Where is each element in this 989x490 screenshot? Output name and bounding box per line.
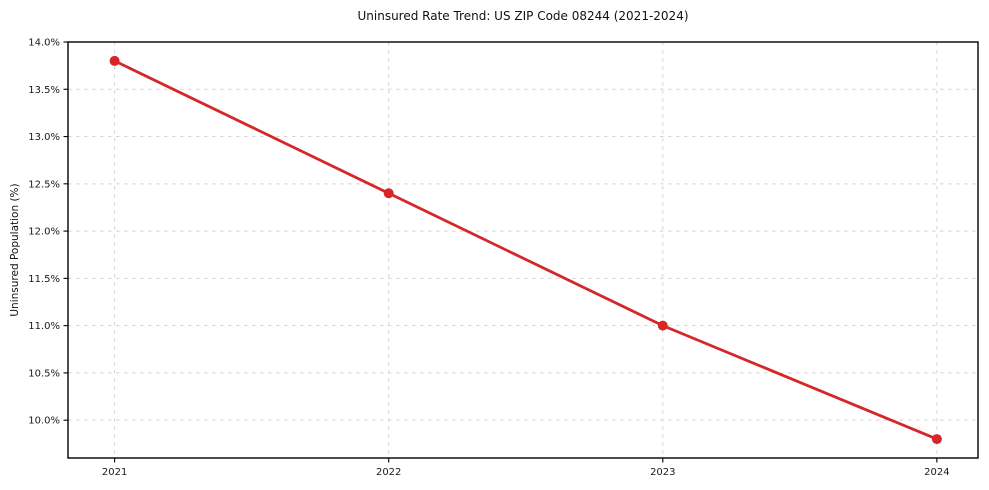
y-tick-label: 11.5% (28, 274, 60, 285)
chart-title: Uninsured Rate Trend: US ZIP Code 08244 … (357, 9, 689, 23)
data-point (657, 320, 668, 331)
x-tick-label: 2022 (376, 467, 401, 478)
trend-line (113, 59, 939, 441)
data-point (383, 188, 394, 199)
y-tick-label: 11.0% (28, 321, 60, 332)
y-tick-label: 13.0% (28, 132, 60, 143)
plot-border (67, 41, 979, 459)
x-tick-label: 2023 (650, 467, 675, 478)
y-tick-label: 12.5% (28, 179, 60, 190)
x-tick-label: 2024 (924, 467, 949, 478)
y-tick-label: 10.0% (28, 416, 60, 427)
y-tick-label: 12.0% (28, 227, 60, 238)
y-tick-label: 13.5% (28, 85, 60, 96)
data-point (931, 434, 942, 445)
y-tick-label: 10.5% (28, 368, 60, 379)
data-point (109, 55, 120, 66)
x-tick-label: 2021 (102, 467, 127, 478)
y-tick-label: 14.0% (28, 38, 60, 49)
